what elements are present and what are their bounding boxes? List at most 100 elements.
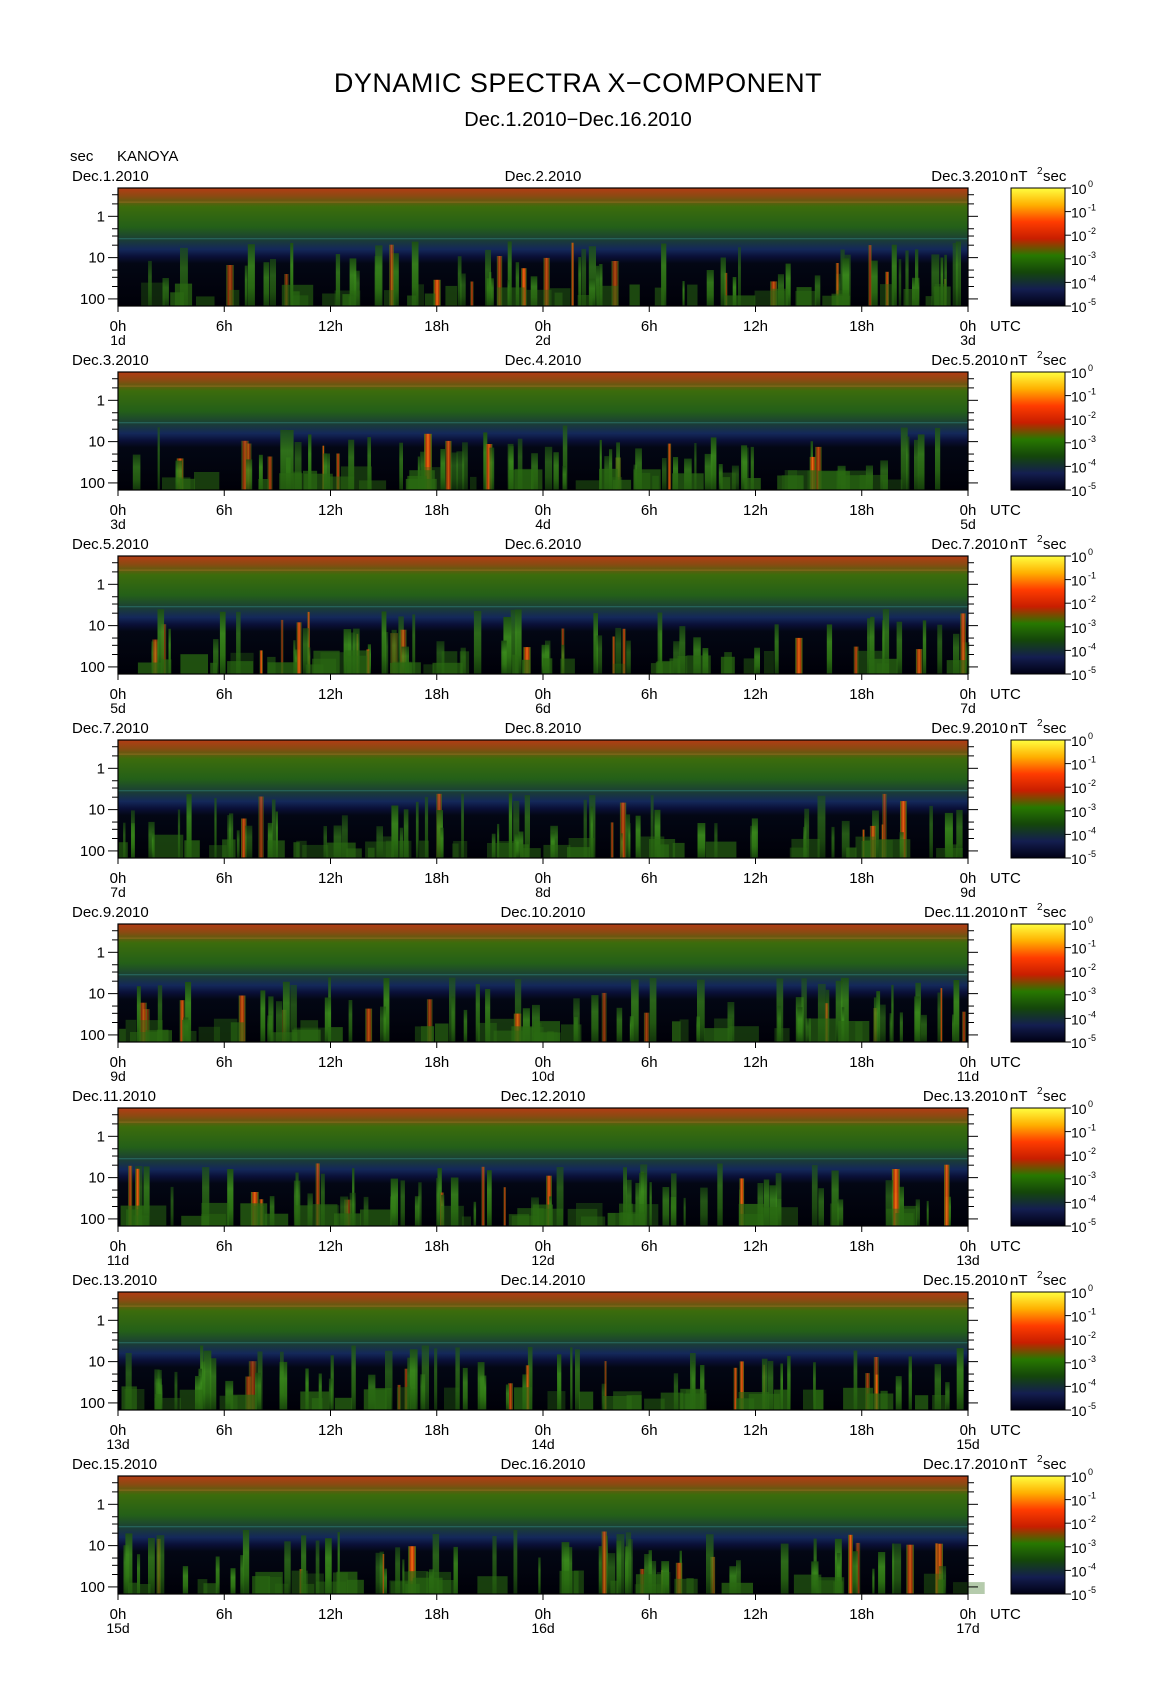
activity-band — [577, 295, 593, 306]
x-tick-label: 18h — [424, 686, 449, 703]
activity-burst — [787, 1355, 791, 1410]
activity-band — [461, 1216, 471, 1226]
activity-band — [452, 843, 459, 858]
colorbar-unit-base: nT — [1010, 168, 1028, 185]
colorbar-tick-exponent: -4 — [1088, 1009, 1096, 1019]
activity-band — [138, 1205, 167, 1226]
x-tick-label: 6h — [216, 1054, 233, 1071]
panel-date-right: Dec.9.2010 — [931, 720, 1008, 737]
activity-burst — [409, 1349, 418, 1410]
activity-burst — [682, 281, 685, 306]
activity-band — [525, 289, 552, 306]
activity-burst — [226, 265, 234, 306]
activity-burst — [391, 805, 399, 858]
activity-burst — [607, 1553, 616, 1594]
activity-band — [419, 840, 429, 858]
colorbar-tick-exponent: -2 — [1088, 1514, 1096, 1524]
colorbar-gradient — [1010, 739, 1066, 859]
activity-burst — [507, 241, 512, 306]
activity-burst — [294, 442, 302, 490]
activity-band — [533, 1022, 542, 1042]
activity-burst — [341, 815, 348, 858]
x-tick-label: 0h — [960, 318, 977, 335]
activity-burst — [751, 818, 758, 858]
activity-band — [302, 844, 329, 858]
activity-burst — [826, 624, 833, 674]
activity-burst — [578, 257, 581, 306]
activity-band — [880, 284, 895, 306]
activity-burst — [649, 977, 657, 1042]
activity-band — [281, 284, 314, 306]
activity-burst — [295, 1172, 299, 1226]
activity-band — [291, 295, 309, 306]
activity-burst — [337, 1532, 340, 1594]
activity-band — [385, 840, 410, 858]
activity-burst — [953, 633, 960, 674]
activity-band — [512, 654, 519, 674]
activity-burst — [432, 1534, 440, 1594]
activity-burst — [333, 825, 342, 858]
activity-burst — [214, 798, 217, 858]
activity-band — [374, 1388, 392, 1410]
activity-band — [203, 1583, 218, 1594]
x-axis: 0h 6h 12h 18h 0h 6h 12h 18h 0h UTC 5d 6d 7d — [110, 674, 1021, 716]
activity-burst — [891, 1169, 900, 1226]
activity-band — [636, 472, 651, 490]
x-tick-label: 6h — [641, 318, 658, 335]
activity-burst — [841, 820, 850, 858]
activity-band — [521, 659, 531, 674]
activity-band — [549, 288, 571, 306]
activity-burst — [739, 1178, 745, 1226]
activity-burst — [215, 1556, 220, 1594]
colorbar-tick-base: 10 — [1071, 205, 1087, 221]
activity-burst — [700, 1187, 708, 1226]
activity-burst — [706, 1534, 714, 1594]
colorbar-tick-base: 10 — [1071, 804, 1087, 820]
activity-burst — [661, 243, 667, 306]
activity-burst — [962, 1011, 966, 1042]
colorbar-tick-base: 10 — [1071, 1011, 1087, 1027]
colorbar-tick-base: 10 — [1071, 412, 1087, 428]
activity-burst — [139, 1002, 147, 1042]
activity-band — [687, 284, 698, 306]
activity-burst — [404, 1368, 408, 1410]
activity-band — [674, 1578, 698, 1594]
panel-date-right: Dec.17.2010 — [923, 1456, 1008, 1473]
activity-band — [803, 1389, 824, 1410]
activity-burst — [732, 277, 737, 306]
colorbar-tick-base: 10 — [1071, 757, 1087, 773]
x-unit-label: UTC — [990, 1238, 1021, 1255]
activity-band — [240, 1203, 268, 1226]
y-tick-label: 1 — [97, 576, 105, 593]
day-start-label: 15d — [106, 1620, 129, 1636]
activity-band — [796, 287, 812, 306]
activity-burst — [269, 1196, 275, 1226]
colorbar-unit-suffix: sec — [1043, 904, 1067, 921]
activity-burst — [481, 1166, 485, 1226]
activity-burst — [573, 998, 580, 1042]
activity-burst — [125, 1352, 132, 1410]
colorbar-tick-exponent: -4 — [1088, 457, 1096, 467]
day-end-label: 3d — [960, 332, 976, 348]
colorbar-tick-exponent: -1 — [1088, 571, 1096, 581]
activity-burst — [934, 1364, 941, 1410]
activity-band — [264, 1213, 289, 1226]
activity-band — [459, 651, 470, 674]
panel-date-right: Dec.13.2010 — [923, 1088, 1008, 1105]
activity-band — [596, 285, 618, 306]
activity-band — [789, 847, 808, 858]
activity-burst — [436, 810, 443, 858]
activity-band — [855, 1021, 863, 1042]
x-tick-label: 12h — [743, 1054, 768, 1071]
activity-band — [399, 840, 412, 858]
activity-band — [787, 470, 815, 490]
activity-band — [227, 661, 254, 674]
x-tick-label: 12h — [743, 1238, 768, 1255]
activity-burst — [258, 454, 263, 490]
x-unit-label: UTC — [990, 1606, 1021, 1623]
activity-burst — [960, 613, 966, 674]
x-tick-label: 0h — [960, 870, 977, 887]
y-tick-label: 100 — [80, 291, 105, 308]
activity-burst — [275, 811, 278, 858]
